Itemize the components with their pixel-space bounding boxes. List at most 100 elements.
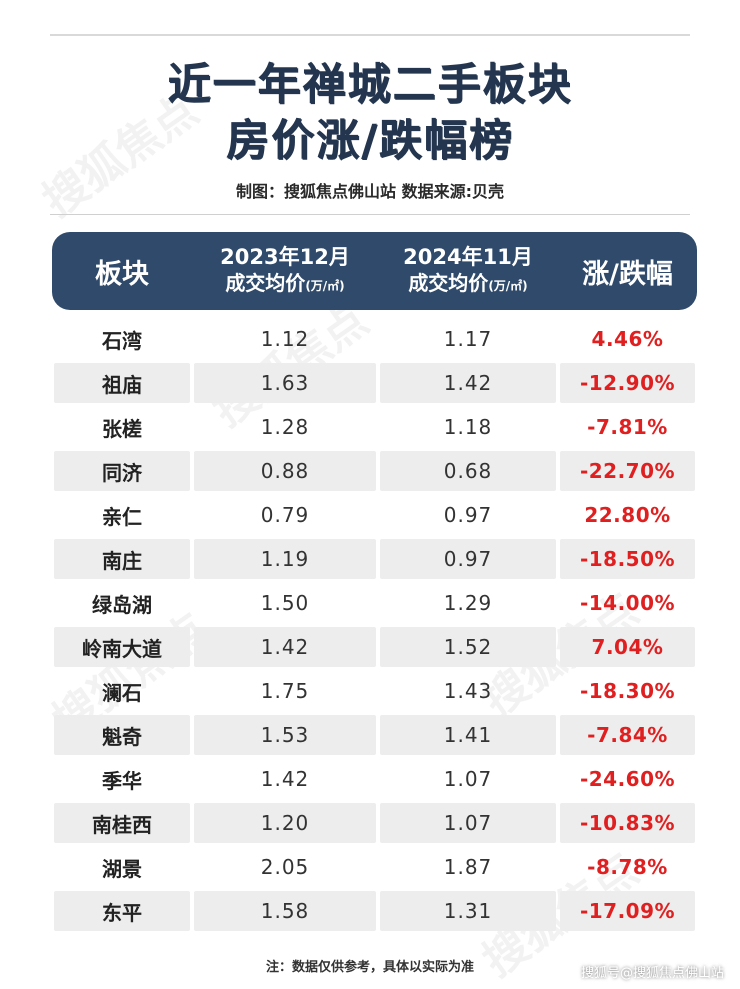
header-date-2024: 2024年11月	[403, 244, 533, 269]
header-date-2023: 2023年12月	[220, 244, 350, 269]
row-stripe	[380, 363, 556, 403]
price-2024-cell: 0.97	[443, 503, 493, 527]
price-2023-cell: 1.12	[260, 327, 310, 351]
district-cell: 澜石	[102, 680, 142, 705]
table-row: 南庄 1.19 0.97 -18.50%	[52, 537, 697, 581]
row-stripe	[560, 891, 695, 931]
district-cell: 祖庙	[102, 372, 142, 397]
unit-text: (万/㎡)	[488, 278, 528, 293]
divider	[50, 214, 690, 215]
row-stripe	[380, 891, 556, 931]
page-title-line2: 房价涨/跌幅榜	[226, 116, 514, 166]
row-stripe	[54, 803, 190, 843]
price-2023-cell: 1.20	[260, 811, 310, 835]
row-stripe	[54, 539, 190, 579]
change-cell: 22.80%	[584, 503, 671, 527]
district-cell: 岭南大道	[82, 636, 162, 661]
table-row: 同济 0.88 0.68 -22.70%	[52, 449, 697, 493]
price-2023-cell: 1.75	[260, 679, 310, 703]
table-row: 张槎 1.28 1.18 -7.81%	[52, 405, 697, 449]
row-stripe	[560, 451, 695, 491]
header-avg-price-label: 成交均价(万/㎡)	[225, 270, 344, 299]
table-row: 魁奇 1.53 1.41 -7.84%	[52, 713, 697, 757]
district-cell: 张槎	[102, 416, 142, 441]
row-stripe	[54, 451, 190, 491]
table-row: 绿岛湖 1.50 1.29 -14.00%	[52, 581, 697, 625]
price-2024-cell: 1.17	[443, 327, 493, 351]
change-cell: -12.90%	[579, 371, 676, 395]
district-cell: 南桂西	[92, 812, 152, 837]
row-stripe	[560, 715, 695, 755]
row-stripe	[380, 715, 556, 755]
price-2023-cell: 1.53	[260, 723, 310, 747]
price-2023-cell: 0.79	[260, 503, 310, 527]
price-2023-cell: 1.50	[260, 591, 310, 615]
district-cell: 同济	[102, 460, 142, 485]
price-2024-cell: 1.07	[443, 767, 493, 791]
row-stripe	[54, 715, 190, 755]
price-2024-cell: 1.43	[443, 679, 493, 703]
price-2024-cell: 1.41	[443, 723, 493, 747]
change-cell: -22.70%	[579, 459, 676, 483]
table-row: 湖景 2.05 1.87 -8.78%	[52, 845, 697, 889]
row-stripe	[194, 627, 376, 667]
header-change: 涨/跌幅	[582, 258, 673, 290]
price-2024-cell: 1.31	[443, 899, 493, 923]
table-row: 岭南大道 1.42 1.52 7.04%	[52, 625, 697, 669]
change-cell: -24.60%	[579, 767, 676, 791]
row-stripe	[380, 451, 556, 491]
row-stripe	[560, 539, 695, 579]
district-cell: 绿岛湖	[92, 592, 152, 617]
header-price-2024: 2024年11月 成交均价(万/㎡)	[378, 232, 558, 310]
header-avg-price-label: 成交均价(万/㎡)	[408, 270, 527, 299]
row-stripe	[560, 803, 695, 843]
row-stripe	[54, 891, 190, 931]
price-2023-cell: 1.63	[260, 371, 310, 395]
table-row: 祖庙 1.63 1.42 -12.90%	[52, 361, 697, 405]
price-2023-cell: 1.42	[260, 635, 310, 659]
district-cell: 魁奇	[102, 724, 142, 749]
district-cell: 湖景	[102, 856, 142, 881]
row-stripe	[380, 627, 556, 667]
row-stripe	[380, 539, 556, 579]
change-cell: -14.00%	[579, 591, 676, 615]
district-cell: 南庄	[102, 548, 142, 573]
unit-text: (万/㎡)	[305, 278, 345, 293]
price-2023-cell: 2.05	[260, 855, 310, 879]
footnote: 注：数据仅供参考，具体以实际为准	[265, 960, 474, 975]
row-stripe	[194, 451, 376, 491]
row-stripe	[54, 627, 190, 667]
change-cell: -8.78%	[587, 855, 668, 879]
header-district: 板块	[95, 258, 149, 290]
district-cell: 东平	[102, 900, 142, 925]
table-row: 澜石 1.75 1.43 -18.30%	[52, 669, 697, 713]
price-2024-cell: 1.07	[443, 811, 493, 835]
table-row: 石湾 1.12 1.17 4.46%	[52, 317, 697, 361]
source-credit: 制图：搜狐焦点佛山站 数据来源:贝壳	[236, 182, 504, 201]
platform-credit: 搜狐号@搜狐焦点佛山站	[580, 966, 724, 981]
price-2024-cell: 1.18	[443, 415, 493, 439]
table-header: 板块 2023年12月 成交均价(万/㎡) 2024年11月 成交均价(万/㎡)…	[52, 232, 697, 310]
change-cell: -7.84%	[587, 723, 668, 747]
change-cell: -18.50%	[579, 547, 676, 571]
top-divider	[50, 34, 690, 36]
price-2023-cell: 1.58	[260, 899, 310, 923]
table-row: 东平 1.58 1.31 -17.09%	[52, 889, 697, 933]
price-2023-cell: 1.28	[260, 415, 310, 439]
price-2024-cell: 0.97	[443, 547, 493, 571]
row-stripe	[560, 627, 695, 667]
row-stripe	[560, 363, 695, 403]
change-cell: -18.30%	[579, 679, 676, 703]
price-2024-cell: 1.29	[443, 591, 493, 615]
price-2024-cell: 1.87	[443, 855, 493, 879]
price-2023-cell: 1.42	[260, 767, 310, 791]
district-cell: 亲仁	[102, 504, 142, 529]
table-row: 南桂西 1.20 1.07 -10.83%	[52, 801, 697, 845]
price-2023-cell: 0.88	[260, 459, 310, 483]
row-stripe	[194, 715, 376, 755]
change-cell: -10.83%	[579, 811, 676, 835]
price-2023-cell: 1.19	[260, 547, 310, 571]
price-2024-cell: 0.68	[443, 459, 493, 483]
row-stripe	[194, 891, 376, 931]
change-cell: -17.09%	[579, 899, 676, 923]
